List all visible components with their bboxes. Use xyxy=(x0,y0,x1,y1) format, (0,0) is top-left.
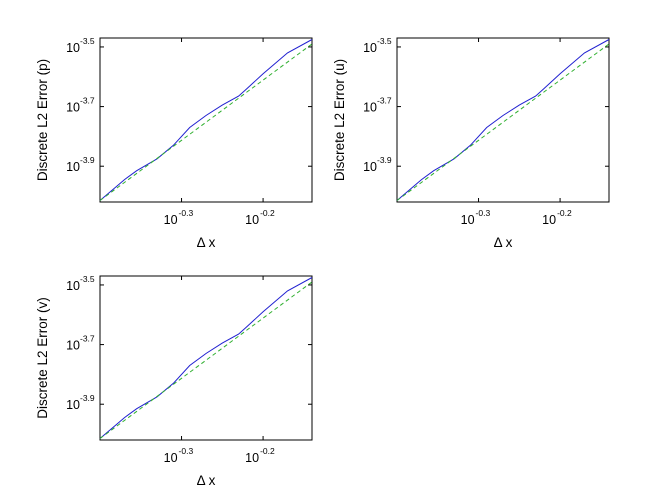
x-tick-label: 10 xyxy=(461,213,475,227)
x-tick-label: 10 xyxy=(542,213,556,227)
y-tick-label: 10 xyxy=(66,339,80,353)
x-tick-label: 10 xyxy=(245,451,259,465)
series-line-dashed xyxy=(99,281,313,439)
series-line-solid xyxy=(396,39,610,201)
x-tick-exponent: -0.3 xyxy=(476,208,491,218)
series-line-dashed xyxy=(396,43,610,201)
y-tick-exponent: -3.9 xyxy=(80,155,95,165)
y-axis-label: Discrete L2 Error (v) xyxy=(35,297,50,419)
y-tick-label: 10 xyxy=(66,101,80,115)
y-tick-label: 10 xyxy=(363,101,377,115)
series-line-solid xyxy=(99,277,313,439)
x-tick-exponent: -0.2 xyxy=(260,446,275,456)
x-tick-label: 10 xyxy=(245,213,259,227)
y-tick-exponent: -3.9 xyxy=(377,155,392,165)
series-line-dashed xyxy=(99,43,313,201)
x-tick-label: 10 xyxy=(164,213,178,227)
y-tick-exponent: -3.9 xyxy=(80,393,95,403)
x-tick-label: 10 xyxy=(164,451,178,465)
y-axis-label: Discrete L2 Error (p) xyxy=(35,59,50,181)
y-tick-exponent: -3.7 xyxy=(80,334,95,344)
series-line-solid xyxy=(99,39,313,201)
x-axis-label: Δ x xyxy=(494,235,513,250)
plot-area xyxy=(99,37,313,203)
x-tick-exponent: -0.2 xyxy=(260,208,275,218)
y-tick-exponent: -3.5 xyxy=(80,36,95,46)
x-tick-exponent: -0.3 xyxy=(179,446,194,456)
chart-panel-1: 10 -0.3 10 -0.210 -3.510 -3.710 -3.9Δ xDiscret… xyxy=(35,36,313,250)
y-tick-exponent: -3.7 xyxy=(80,96,95,106)
y-tick-label: 10 xyxy=(66,41,80,55)
x-tick-exponent: -0.2 xyxy=(557,208,572,218)
y-tick-label: 10 xyxy=(363,160,377,174)
y-tick-label: 10 xyxy=(363,41,377,55)
plot-area xyxy=(99,275,313,441)
y-tick-label: 10 xyxy=(66,279,80,293)
x-tick-exponent: -0.3 xyxy=(179,208,194,218)
y-tick-exponent: -3.7 xyxy=(377,96,392,106)
y-tick-exponent: -3.5 xyxy=(80,274,95,284)
y-tick-exponent: -3.5 xyxy=(377,36,392,46)
chart-panel-3: 10 -0.3 10 -0.210 -3.510 -3.710 -3.9Δ xDiscret… xyxy=(35,274,313,488)
x-axis-label: Δ x xyxy=(197,235,216,250)
y-tick-label: 10 xyxy=(66,398,80,412)
y-axis-label: Discrete L2 Error (u) xyxy=(332,59,347,181)
chart-panel-2: 10 -0.3 10 -0.210 -3.510 -3.710 -3.9Δ xDiscret… xyxy=(332,36,610,250)
plot-area xyxy=(396,37,610,203)
y-tick-label: 10 xyxy=(66,160,80,174)
x-axis-label: Δ x xyxy=(197,473,216,488)
